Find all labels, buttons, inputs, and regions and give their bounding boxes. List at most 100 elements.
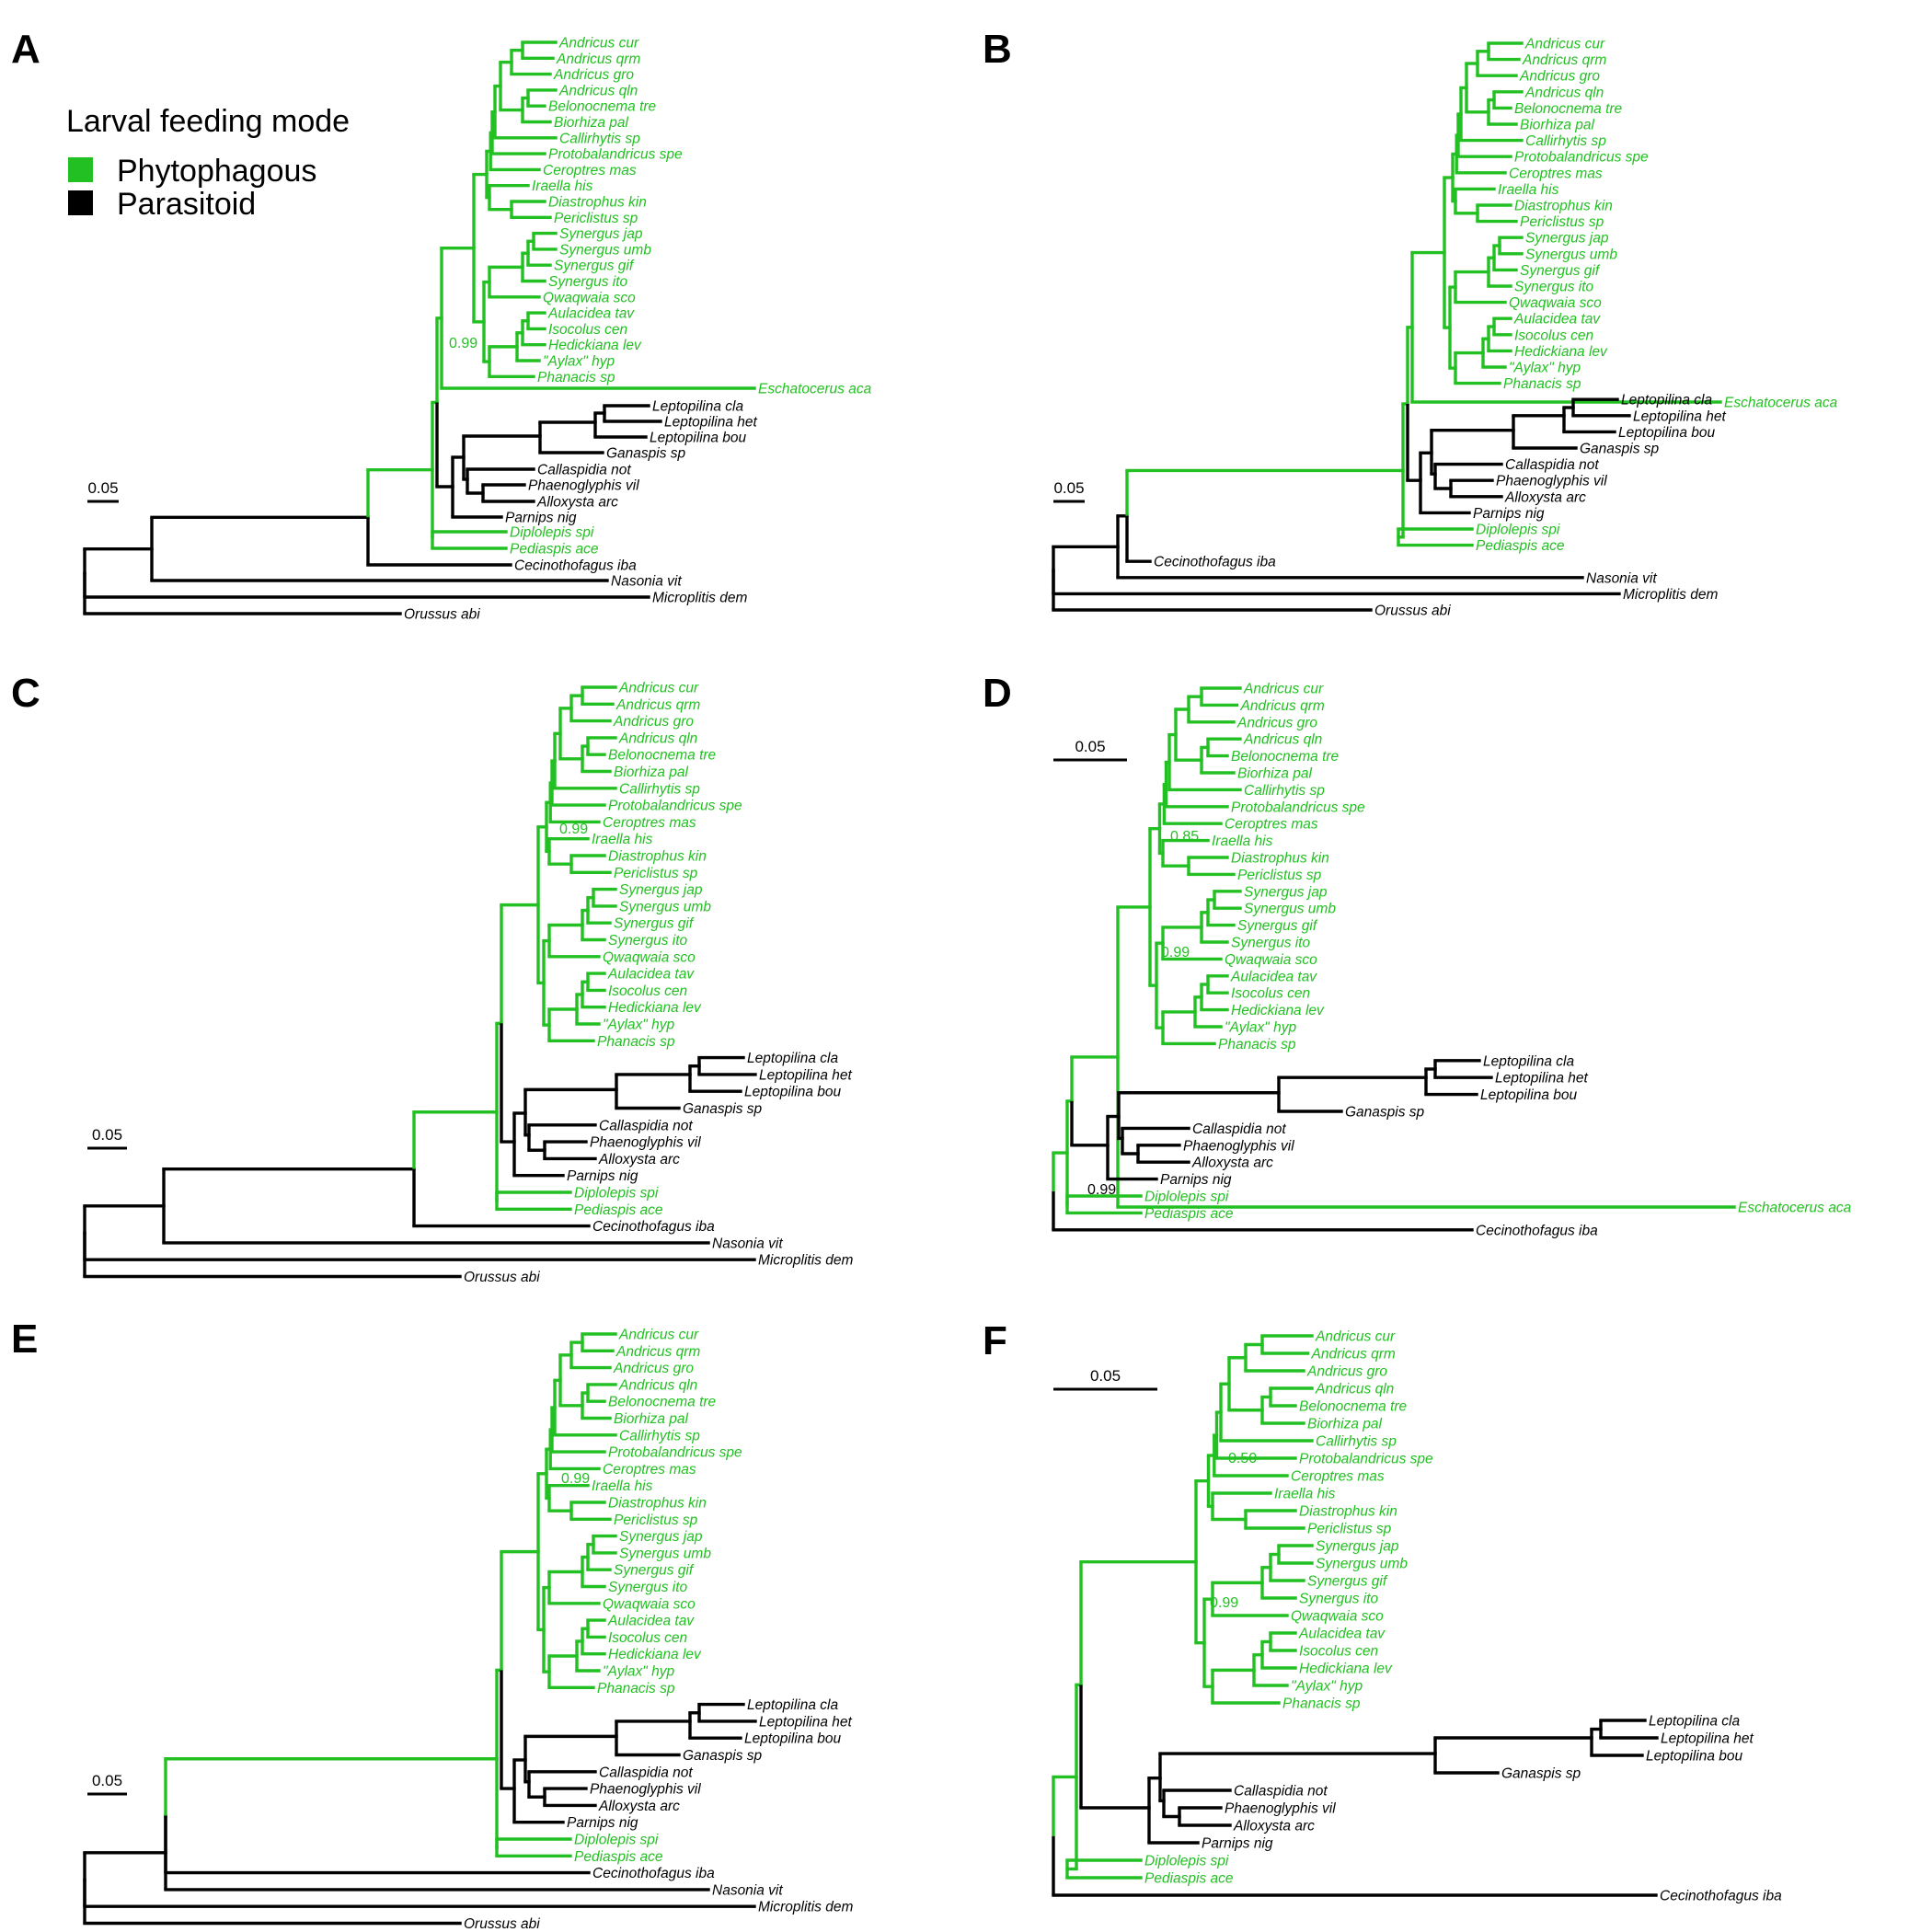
legend-label-phytophagous: Phytophagous	[117, 154, 316, 189]
tip-label-andricus-cur: Andricus cur	[1524, 37, 1605, 52]
scale-bar-label: 0.05	[87, 479, 118, 497]
tip-label-synergus-umb: Synergus umb	[559, 242, 651, 258]
support-value: 0.99	[561, 1471, 590, 1487]
tip-label-phaenoglyphis-vil: Phaenoglyphis vil	[590, 1135, 701, 1151]
tip-label-belonocnema-tre: Belonocnema tre	[608, 1395, 717, 1410]
scale-bar-label: 0.05	[92, 1126, 122, 1144]
tip-label-pediaspis-ace: Pediaspis ace	[1476, 538, 1565, 554]
tip-label-microplitis-dem: Microplitis dem	[758, 1253, 853, 1269]
tip-label-callaspidia-not: Callaspidia not	[537, 463, 631, 478]
tip-label-synergus-gif: Synergus gif	[1237, 918, 1318, 934]
tip-label-orussus-abi: Orussus abi	[464, 1916, 540, 1932]
tip-label-callaspidia-not: Callaspidia not	[599, 1765, 693, 1780]
tip-label-protobalandricus-spe: Protobalandricus spe	[1514, 150, 1649, 166]
tip-label-callirhytis-sp: Callirhytis sp	[619, 781, 700, 797]
tip-label-diplolepis-spi: Diplolepis spi	[1144, 1190, 1229, 1205]
tip-label-iraella-his: Iraella his	[592, 1478, 653, 1494]
tip-label-phaenoglyphis-vil: Phaenoglyphis vil	[1183, 1138, 1294, 1154]
tip-label-andricus-cur: Andricus cur	[1243, 682, 1324, 697]
panel-letter: F	[983, 1318, 1007, 1363]
tip-label-periclistus-sp: Periclistus sp	[1520, 214, 1604, 230]
tip-label-parnips-nig: Parnips nig	[1473, 506, 1545, 522]
tip-label-phanacis-sp: Phanacis sp	[597, 1681, 675, 1696]
tip-label-iraella-his: Iraella his	[1212, 834, 1273, 849]
tip-label-parnips-nig: Parnips nig	[567, 1168, 638, 1184]
tip-label-synergus-ito: Synergus ito	[1514, 280, 1594, 295]
tip-label-eschatocerus-aca: Eschatocerus aca	[1724, 396, 1838, 411]
tip-label-ganaspis-sp: Ganaspis sp	[683, 1101, 763, 1117]
tip-label-aulacidea-tav: Aulacidea tav	[547, 306, 635, 322]
support-value: 0.85	[1170, 829, 1199, 845]
tip-label-leptopilina-het: Leptopilina het	[1661, 1731, 1754, 1747]
tip-label-synergus-gif: Synergus gif	[1520, 263, 1601, 279]
tip-label-hedickiana-lev: Hedickiana lev	[608, 1000, 702, 1016]
tip-label-parnips-nig: Parnips nig	[1160, 1172, 1232, 1188]
tip-label-alloxysta-arc: Alloxysta arc	[1191, 1156, 1273, 1171]
tip-label-isocolus-cen: Isocolus cen	[548, 322, 627, 338]
tip-label-andricus-qrm: Andricus qrm	[615, 1344, 700, 1360]
tip-label-diplolepis-spi: Diplolepis spi	[510, 525, 594, 541]
tip-label-aylax-hyp: "Aylax" hyp	[543, 354, 615, 370]
tip-label-hedickiana-lev: Hedickiana lev	[608, 1647, 702, 1662]
panel-letter: A	[11, 27, 40, 72]
tip-label-isocolus-cen: Isocolus cen	[608, 983, 687, 999]
tip-label-protobalandricus-spe: Protobalandricus spe	[1231, 799, 1365, 815]
tip-label-qwaqwaia-sco: Qwaqwaia sco	[1291, 1609, 1384, 1625]
tip-label-ganaspis-sp: Ganaspis sp	[1580, 442, 1660, 457]
tip-label-synergus-ito: Synergus ito	[608, 1580, 688, 1595]
tip-label-pediaspis-ace: Pediaspis ace	[574, 1849, 663, 1865]
tip-label-qwaqwaia-sco: Qwaqwaia sco	[1509, 295, 1602, 311]
tip-label-ceroptres-mas: Ceroptres mas	[543, 163, 637, 178]
tip-label-phanacis-sp: Phanacis sp	[1218, 1037, 1296, 1052]
support-value: 0.99	[1087, 1182, 1116, 1198]
tip-label-phanacis-sp: Phanacis sp	[1282, 1696, 1361, 1712]
tip-label-belonocnema-tre: Belonocnema tre	[548, 99, 657, 115]
tip-label-aylax-hyp: "Aylax" hyp	[1225, 1020, 1296, 1036]
tip-label-aulacidea-tav: Aulacidea tav	[607, 967, 695, 983]
tip-label-qwaqwaia-sco: Qwaqwaia sco	[1225, 952, 1317, 968]
tip-label-nasonia-vit: Nasonia vit	[712, 1236, 783, 1251]
scale-bar-label: 0.05	[1075, 738, 1105, 755]
tip-label-parnips-nig: Parnips nig	[505, 511, 577, 526]
tip-label-belonocnema-tre: Belonocnema tre	[608, 748, 717, 764]
tip-label-leptopilina-het: Leptopilina het	[759, 1067, 853, 1083]
tip-label-eschatocerus-aca: Eschatocerus aca	[1738, 1201, 1852, 1216]
tip-label-leptopilina-cla: Leptopilina cla	[652, 399, 743, 415]
support-value: 0.99	[1161, 945, 1190, 960]
legend-label-parasitoid: Parasitoid	[117, 187, 256, 222]
tip-label-hedickiana-lev: Hedickiana lev	[1299, 1662, 1393, 1677]
tip-label-diastrophus-kin: Diastrophus kin	[1299, 1504, 1397, 1520]
tip-label-cecinothofagus-iba: Cecinothofagus iba	[1660, 1889, 1782, 1904]
tip-label-leptopilina-cla: Leptopilina cla	[1483, 1053, 1574, 1069]
tip-label-eschatocerus-aca: Eschatocerus aca	[758, 382, 872, 397]
tip-label-synergus-ito: Synergus ito	[548, 274, 628, 290]
tip-label-synergus-jap: Synergus jap	[619, 1529, 703, 1545]
tip-label-aylax-hyp: "Aylax" hyp	[603, 1664, 674, 1680]
tip-label-callirhytis-sp: Callirhytis sp	[619, 1428, 700, 1443]
tip-label-phaenoglyphis-vil: Phaenoglyphis vil	[1496, 474, 1607, 489]
tip-label-synergus-gif: Synergus gif	[614, 916, 695, 932]
tip-label-leptopilina-bou: Leptopilina bou	[1618, 425, 1716, 441]
tip-label-parnips-nig: Parnips nig	[1202, 1836, 1273, 1852]
tip-label-andricus-gro: Andricus gro	[1236, 715, 1317, 730]
tip-label-diastrophus-kin: Diastrophus kin	[608, 1496, 707, 1512]
tip-label-protobalandricus-spe: Protobalandricus spe	[608, 1445, 742, 1461]
tip-label-periclistus-sp: Periclistus sp	[614, 1512, 698, 1528]
tip-label-andricus-qrm: Andricus qrm	[1522, 52, 1606, 68]
tip-label-diastrophus-kin: Diastrophus kin	[1231, 851, 1329, 867]
tip-label-andricus-qln: Andricus qln	[558, 83, 638, 98]
tip-label-phanacis-sp: Phanacis sp	[537, 370, 615, 385]
tip-label-aulacidea-tav: Aulacidea tav	[607, 1614, 695, 1629]
tip-label-protobalandricus-spe: Protobalandricus spe	[548, 147, 683, 163]
tip-label-leptopilina-het: Leptopilina het	[759, 1714, 853, 1730]
tip-label-diastrophus-kin: Diastrophus kin	[608, 849, 707, 865]
tip-label-cecinothofagus-iba: Cecinothofagus iba	[514, 558, 637, 574]
tip-label-callirhytis-sp: Callirhytis sp	[1525, 133, 1606, 149]
tip-label-phanacis-sp: Phanacis sp	[597, 1034, 675, 1050]
tip-label-leptopilina-bou: Leptopilina bou	[744, 1085, 842, 1100]
legend-swatch-parasitoid	[68, 190, 93, 215]
tip-label-leptopilina-cla: Leptopilina cla	[747, 1051, 838, 1066]
tip-label-cecinothofagus-iba: Cecinothofagus iba	[1154, 555, 1276, 570]
